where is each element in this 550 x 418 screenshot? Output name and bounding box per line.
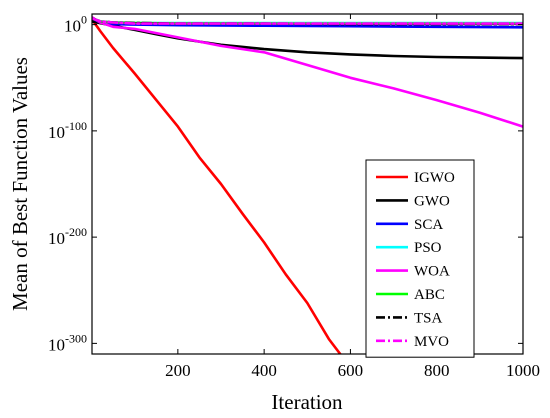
plot-frame: [91, 13, 524, 355]
series-line-mvo: [92, 16, 523, 25]
x-axis-title: Iteration: [271, 390, 343, 414]
y-tick-base: 10: [48, 335, 65, 354]
x-tick-label: 800: [424, 361, 450, 380]
legend: IGWO GWO SCA PSO WOA ABC TSA MVO: [365, 159, 475, 358]
x-tick-label: 1000: [506, 361, 540, 380]
x-tick-label: 600: [338, 361, 364, 380]
legend-label-woa: WOA: [414, 264, 450, 280]
y-tick-base: 10: [48, 123, 65, 142]
x-axis-ticks: 200 400 600 800 1000: [165, 14, 540, 380]
y-tick-base: 10: [64, 17, 81, 36]
series-layer: [92, 15, 523, 354]
y-axis-title: Mean of Best Function Values: [8, 57, 32, 311]
y-tick-exponent: -300: [65, 331, 87, 345]
legend-label-abc: ABC: [414, 287, 445, 303]
y-tick-label: 10-300: [48, 331, 87, 354]
series-line-igwo: [92, 17, 342, 354]
legend-label-sca: SCA: [414, 217, 443, 233]
legend-label-gwo: GWO: [414, 193, 450, 209]
legend-box: [365, 159, 475, 358]
legend-label-pso: PSO: [414, 240, 442, 256]
y-tick-exponent: -100: [65, 119, 87, 133]
legend-label-igwo: IGWO: [414, 170, 455, 186]
y-tick-base: 10: [48, 229, 65, 248]
x-tick-label: 400: [251, 361, 277, 380]
y-tick-label: 100: [64, 13, 87, 36]
x-tick-label: 200: [165, 361, 191, 380]
y-tick-label: 10-100: [48, 119, 87, 142]
legend-label-tsa: TSA: [414, 310, 443, 326]
y-tick-exponent: -200: [65, 225, 87, 239]
y-tick-exponent: 0: [81, 13, 87, 27]
y-tick-label: 10-200: [48, 225, 87, 248]
legend-label-mvo: MVO: [414, 334, 449, 350]
series-line-woa: [92, 15, 523, 128]
